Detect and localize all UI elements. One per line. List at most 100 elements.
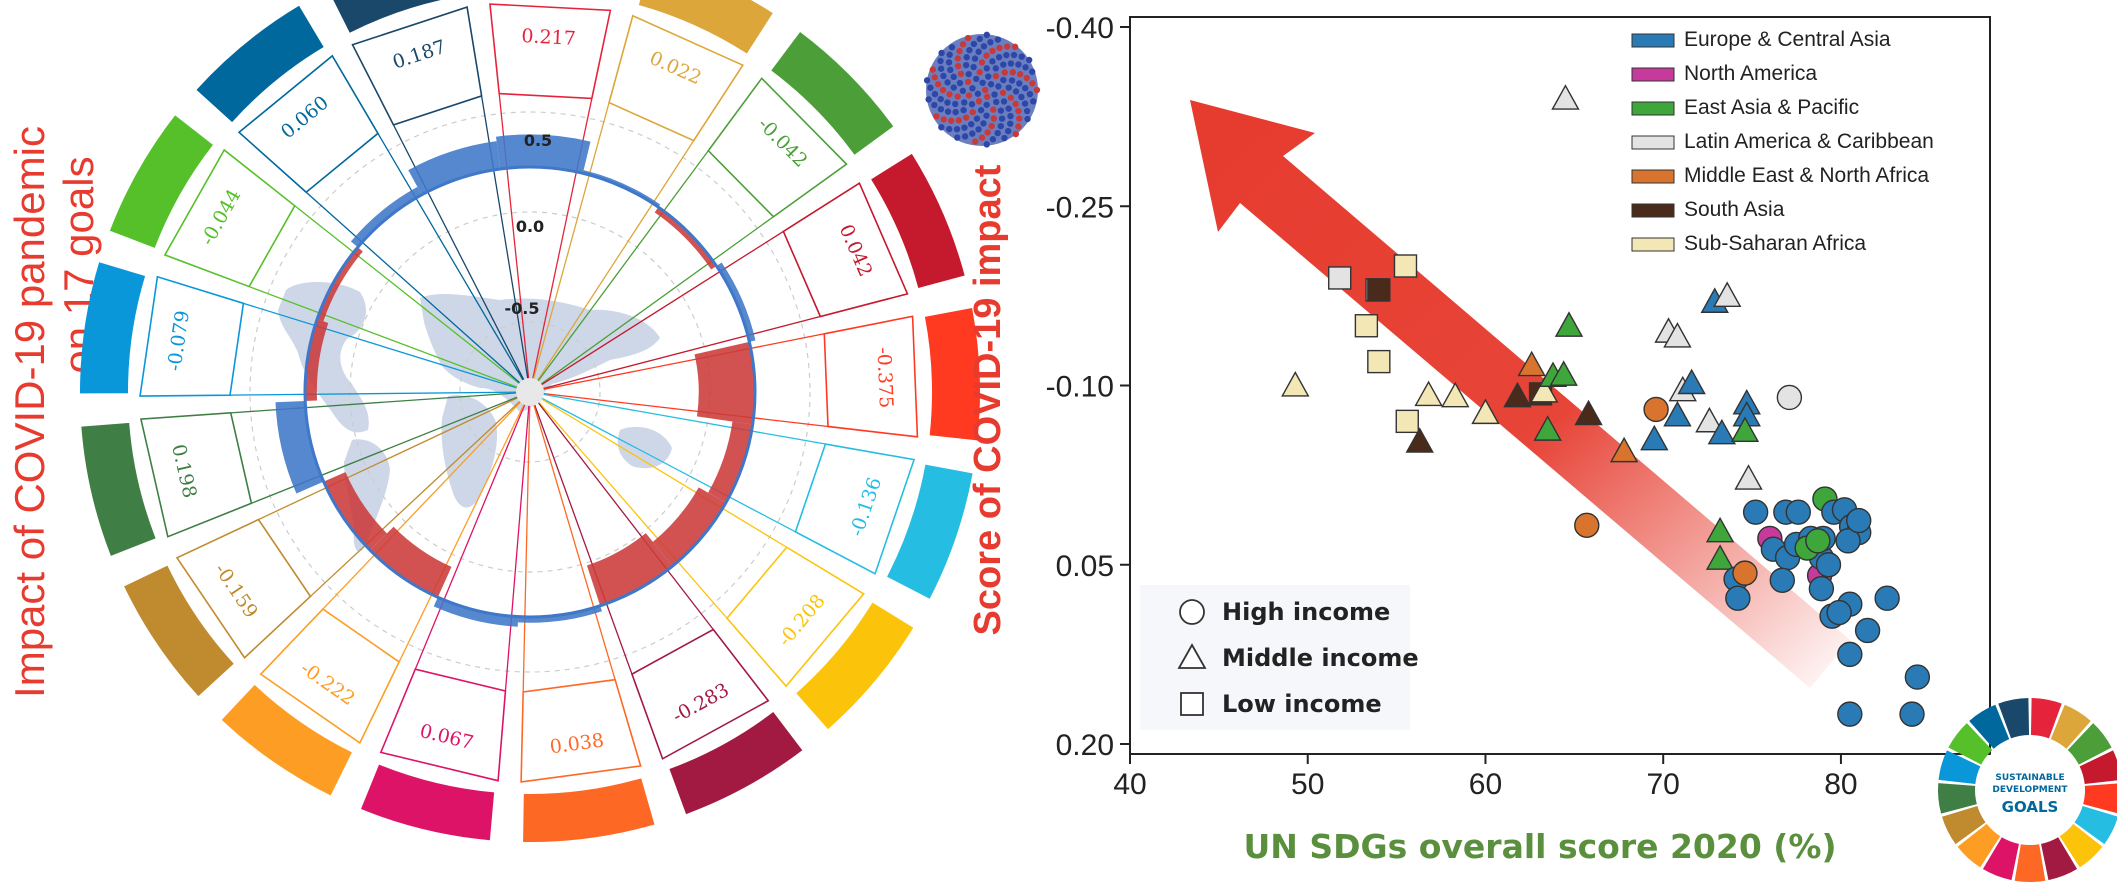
virus-spike xyxy=(1011,43,1019,51)
virus-spike xyxy=(927,84,934,91)
sdg-wheel-segment xyxy=(1938,750,1981,784)
virus-spike xyxy=(934,81,942,88)
goal-ray xyxy=(529,391,829,428)
sdg-wheel-text: DEVELOPMENT xyxy=(1992,785,2068,795)
data-point-circle xyxy=(1837,641,1863,668)
sdg-wheel-segment xyxy=(1941,805,1986,845)
legend-swatch xyxy=(1631,169,1675,184)
x-tick-label: 60 xyxy=(1469,768,1502,801)
data-point-triangle xyxy=(1414,380,1443,407)
virus-spike xyxy=(991,91,998,98)
virus-spike xyxy=(1007,94,1014,101)
sdg-goal-block xyxy=(796,602,914,730)
virus-spike xyxy=(964,34,972,42)
sdg-wheel-text: GOALS xyxy=(2002,798,2059,816)
virus-spike xyxy=(1022,64,1029,71)
sdg-goal-block xyxy=(638,0,773,54)
income-legend-label: High income xyxy=(1222,598,1390,626)
legend-swatch xyxy=(1631,101,1675,116)
virus-spike xyxy=(962,61,970,69)
data-point-triangle xyxy=(1695,406,1724,433)
data-point-triangle xyxy=(1533,415,1562,441)
virus-spike xyxy=(982,86,989,94)
virus-spike xyxy=(1005,105,1012,112)
virus-spike xyxy=(925,96,932,103)
impact-ring-segment xyxy=(408,141,501,195)
virus-spike xyxy=(950,73,957,81)
sdg-wheel-segment xyxy=(2030,698,2062,739)
virus-spike xyxy=(956,79,964,87)
virus-spike xyxy=(1001,69,1008,76)
goal-ray xyxy=(258,391,531,521)
virus-spike xyxy=(973,115,981,122)
data-point-circle xyxy=(1776,384,1803,411)
legend-label: Europe & Central Asia xyxy=(1684,28,1891,51)
radial-tick: 0.0 xyxy=(516,217,544,236)
goal-ray xyxy=(305,191,531,393)
virus-spike xyxy=(944,108,952,115)
data-point-circle xyxy=(1805,528,1831,554)
goal-value-box xyxy=(823,315,919,438)
virus-spike xyxy=(969,85,976,92)
virus-spike xyxy=(964,78,972,86)
virus-spike xyxy=(990,115,998,122)
virus-spike xyxy=(989,136,997,143)
virus-icon xyxy=(923,31,1041,148)
virus-spike xyxy=(940,72,947,80)
virus-spike xyxy=(948,44,956,51)
virus-spike xyxy=(938,124,945,131)
sdg-wheel-segment xyxy=(2059,823,2103,868)
sdg-goal-block xyxy=(333,0,442,33)
virus-spike xyxy=(990,106,997,113)
virus-spike xyxy=(1009,69,1016,76)
sdg-wheel-segment xyxy=(1957,823,2001,868)
virus-spike xyxy=(966,46,973,54)
virus-spike xyxy=(1007,112,1014,120)
virus-spike xyxy=(970,40,978,48)
y-tick-label: 0.20 xyxy=(1056,729,1114,762)
virus-spike xyxy=(959,87,967,95)
virus-spike xyxy=(969,130,976,137)
data-point-triangle xyxy=(1441,381,1470,408)
goal-ray xyxy=(529,391,788,548)
goal-value-box xyxy=(139,412,253,538)
virus-spike xyxy=(923,77,931,84)
scatter-plot: 40 50 60 70 80 -0.40 -0.25 -0.10 0.05 0.20 Europ… xyxy=(967,12,1991,866)
goal-value-box xyxy=(139,275,245,397)
impact-ring-baseline xyxy=(303,165,757,619)
data-point-triangle xyxy=(1503,381,1532,408)
virus-spike xyxy=(983,141,990,148)
goal-ray xyxy=(529,391,714,630)
goal-ray xyxy=(529,333,825,393)
y-tick-label: -0.10 xyxy=(1046,371,1114,404)
virus-spike xyxy=(937,57,944,65)
virus-spike xyxy=(952,100,959,108)
virus-spike xyxy=(1028,68,1036,75)
virus-spike xyxy=(992,72,1000,80)
sdg-wheel-center xyxy=(1977,737,2083,843)
data-point-circle xyxy=(1732,560,1758,586)
data-point-circle xyxy=(1769,567,1795,593)
goal-ray xyxy=(377,133,531,393)
sdg-wheel-segment xyxy=(1948,723,1993,765)
goal-value-box xyxy=(259,607,401,745)
virus-spike xyxy=(937,95,944,103)
virus-spike xyxy=(975,98,983,105)
virus-spike xyxy=(1029,80,1036,87)
goal-value-box xyxy=(725,546,865,688)
sdg-goal-block xyxy=(196,5,324,123)
virus-spike xyxy=(987,39,994,46)
virus-spike xyxy=(973,75,980,83)
virus-spike xyxy=(968,101,976,108)
impact-ring-segment xyxy=(323,472,387,551)
legend-label: Middle East & North Africa xyxy=(1684,164,1929,187)
goal-value-box xyxy=(237,54,379,194)
goal-ray xyxy=(322,391,531,610)
virus-spike xyxy=(989,47,996,55)
goal-value-box xyxy=(782,182,909,318)
data-point-circle xyxy=(1837,701,1863,727)
income-legend-marker xyxy=(1177,643,1207,669)
virus-spike xyxy=(1033,86,1041,94)
x-tick-label: 40 xyxy=(1113,768,1146,801)
data-point-square xyxy=(1395,409,1419,434)
